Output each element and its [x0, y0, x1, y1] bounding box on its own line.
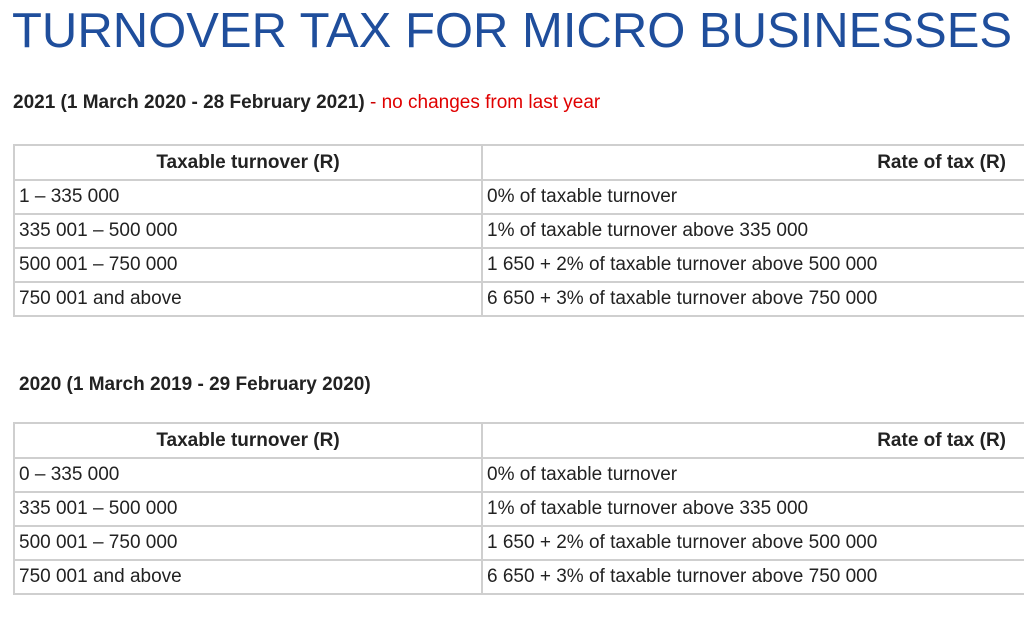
column-header-rate-of-tax: Rate of tax (R): [481, 422, 1024, 459]
table-header-row: Taxable turnover (R) Rate of tax (R): [13, 422, 1024, 459]
table-row: 335 001 – 500 000 1% of taxable turnover…: [13, 213, 1024, 249]
rate-cell: 1 650 + 2% of taxable turnover above 500…: [481, 525, 1024, 561]
section-heading-2020: 2020 (1 March 2019 - 29 February 2020): [19, 373, 371, 397]
turnover-cell: 335 001 – 500 000: [13, 213, 483, 249]
rate-cell: 0% of taxable turnover: [481, 179, 1024, 215]
table-row: 0 – 335 000 0% of taxable turnover: [13, 457, 1024, 493]
rate-cell: 1% of taxable turnover above 335 000: [481, 491, 1024, 527]
rate-cell: 6 650 + 3% of taxable turnover above 750…: [481, 281, 1024, 317]
section-separator: -: [364, 92, 382, 113]
tax-table-2020: Taxable turnover (R) Rate of tax (R) 0 –…: [13, 422, 1024, 595]
table-row: 335 001 – 500 000 1% of taxable turnover…: [13, 491, 1024, 527]
turnover-cell: 750 001 and above: [13, 559, 483, 595]
rate-cell: 6 650 + 3% of taxable turnover above 750…: [481, 559, 1024, 595]
page-title: TURNOVER TAX FOR MICRO BUSINESSES: [12, 4, 1013, 58]
turnover-cell: 0 – 335 000: [13, 457, 483, 493]
rate-cell: 1% of taxable turnover above 335 000: [481, 213, 1024, 249]
turnover-cell: 500 001 – 750 000: [13, 525, 483, 561]
table-row: 500 001 – 750 000 1 650 + 2% of taxable …: [13, 525, 1024, 561]
section-note: no changes from last year: [381, 92, 601, 113]
turnover-cell: 1 – 335 000: [13, 179, 483, 215]
table-header-row: Taxable turnover (R) Rate of tax (R): [13, 144, 1024, 181]
section-period: 2021 (1 March 2020 - 28 February 2021): [13, 92, 365, 113]
rate-cell: 0% of taxable turnover: [481, 457, 1024, 493]
column-header-taxable-turnover: Taxable turnover (R): [13, 144, 483, 181]
column-header-rate-of-tax: Rate of tax (R): [481, 144, 1024, 181]
section-period: 2020 (1 March 2019 - 29 February 2020): [19, 374, 371, 395]
rate-cell: 1 650 + 2% of taxable turnover above 500…: [481, 247, 1024, 283]
tax-table-2021: Taxable turnover (R) Rate of tax (R) 1 –…: [13, 144, 1024, 317]
table-row: 1 – 335 000 0% of taxable turnover: [13, 179, 1024, 215]
turnover-cell: 750 001 and above: [13, 281, 483, 317]
table-row: 750 001 and above 6 650 + 3% of taxable …: [13, 281, 1024, 317]
column-header-taxable-turnover: Taxable turnover (R): [13, 422, 483, 459]
turnover-cell: 500 001 – 750 000: [13, 247, 483, 283]
table-row: 750 001 and above 6 650 + 3% of taxable …: [13, 559, 1024, 595]
turnover-cell: 335 001 – 500 000: [13, 491, 483, 527]
table-row: 500 001 – 750 000 1 650 + 2% of taxable …: [13, 247, 1024, 283]
section-heading-2021: 2021 (1 March 2020 - 28 February 2021) -…: [13, 91, 600, 115]
